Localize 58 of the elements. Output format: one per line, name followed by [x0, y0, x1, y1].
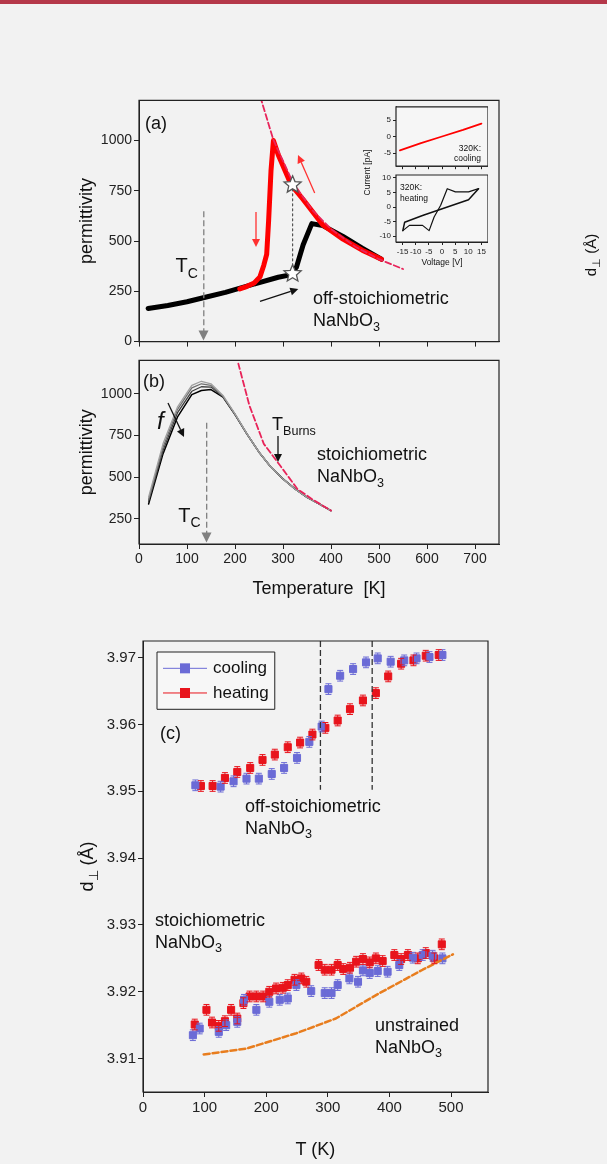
y-tick-label: 3.93: [106, 915, 136, 933]
x-tick-label: 400: [319, 550, 343, 567]
x-tick-label: 0: [439, 247, 445, 256]
x-tick-label: 300: [315, 1098, 341, 1116]
y-tick-label: -5: [383, 216, 392, 226]
x-axis-title: Temperature [K]: [252, 577, 386, 598]
y-tick-label: 5: [386, 187, 392, 197]
y-axis-title: permittivity: [75, 177, 96, 264]
x-tick-label: 100: [175, 550, 199, 567]
x-tick-label: 700: [463, 550, 487, 567]
y-tick-label: 3.94: [106, 848, 136, 866]
y-tick-label: 750: [108, 426, 133, 443]
x-tick-label: 10: [463, 247, 474, 256]
x-tick-label: -10: [409, 247, 423, 256]
y-tick-label: 3.97: [106, 647, 136, 665]
x-axis-title: T (K): [295, 1138, 336, 1159]
y-tick-label: 250: [108, 509, 133, 526]
y-tick-label: 750: [108, 181, 133, 198]
y-tick-label: 250: [108, 282, 133, 299]
y-tick-label: 3.95: [106, 781, 136, 799]
y-axis-title: Current [pA]: [362, 149, 373, 196]
y-axis-title: d⊥ (Å): [76, 841, 101, 892]
x-tick-label: 200: [223, 550, 247, 567]
y-tick-label: 10: [382, 173, 392, 183]
annotation: 320K: heating: [400, 182, 429, 203]
x-tick-label: 300: [271, 550, 295, 567]
text: d⊥ (Å): [582, 233, 603, 277]
x-axis-title: Voltage [V]: [421, 257, 463, 268]
y-tick-label: 500: [108, 468, 133, 485]
y-tick-label: 3.96: [106, 714, 136, 732]
x-tick-label: 5: [452, 247, 458, 256]
y-tick-label: 3.91: [106, 1048, 136, 1066]
x-tick-label: 15: [476, 247, 487, 256]
x-tick-label: 200: [253, 1098, 279, 1116]
annotation: (a): [145, 113, 167, 134]
y-tick-label: -10: [379, 231, 392, 241]
x-tick-label: 500: [438, 1098, 464, 1116]
y-tick-label: 0: [386, 202, 392, 212]
x-tick-label: 100: [192, 1098, 218, 1116]
legend-label: cooling: [213, 658, 267, 678]
annotation: (b): [143, 371, 165, 392]
y-tick-label: 3.92: [106, 981, 136, 999]
annotation: (c): [160, 722, 181, 743]
x-tick-label: 600: [415, 550, 439, 567]
y-tick-label: -5: [383, 148, 392, 158]
x-tick-label: -15: [396, 247, 409, 256]
x-tick-label: 0: [138, 1098, 148, 1116]
y-tick-label: 1000: [100, 131, 133, 148]
x-tick-label: 400: [376, 1098, 402, 1116]
legend-label: heating: [213, 682, 269, 702]
y-tick-label: 0: [124, 332, 133, 349]
annotation: f: [157, 407, 166, 435]
x-tick-label: -5: [425, 247, 433, 256]
y-tick-label: 5: [386, 115, 392, 125]
y-tick-label: 1000: [100, 384, 133, 401]
y-tick-label: 0: [386, 131, 392, 141]
annotation: 320K: cooling: [454, 143, 482, 164]
y-axis-title: permittivity: [75, 409, 96, 496]
